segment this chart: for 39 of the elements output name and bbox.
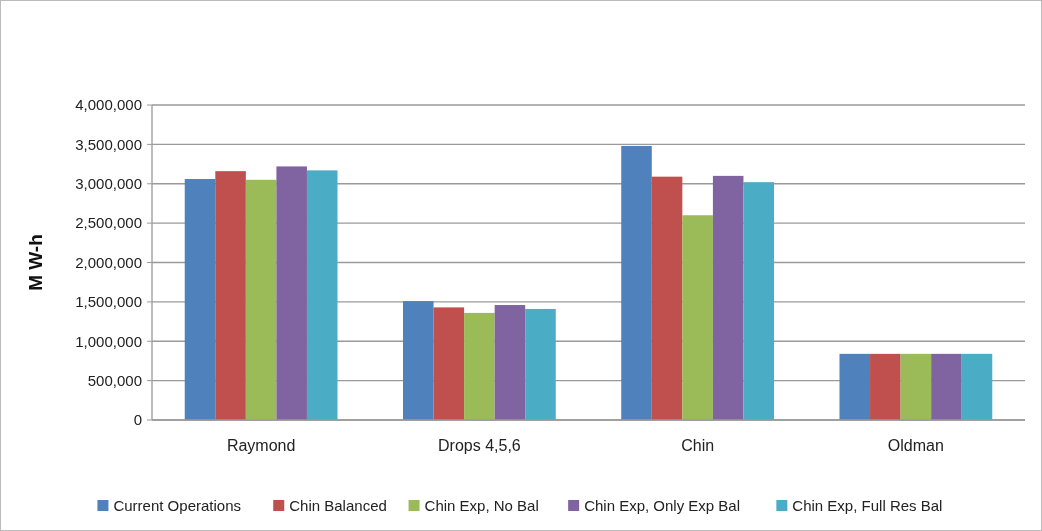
bar	[184, 179, 216, 420]
y-tick-label: 2,000,000	[75, 253, 142, 271]
bar	[900, 353, 932, 420]
bar	[464, 312, 495, 420]
y-tick-label: 2,500,000	[75, 214, 142, 232]
legend-label: Current Operations	[113, 497, 242, 515]
bar	[525, 308, 556, 420]
y-tick-label: 1,500,000	[75, 293, 142, 311]
y-tick-label: 3,500,000	[75, 135, 142, 153]
legend-label: Chin Balanced	[289, 497, 387, 515]
x-tick-label: Chin	[681, 437, 715, 454]
y-tick-label: 0	[133, 411, 142, 429]
bar	[494, 305, 526, 420]
bar	[712, 175, 744, 420]
bar	[306, 170, 338, 420]
bar	[276, 166, 307, 420]
legend-label: Chin Exp, Full Res Bal	[792, 497, 943, 515]
bar	[870, 353, 901, 420]
bar	[931, 353, 962, 420]
bar	[245, 179, 277, 420]
bar	[839, 353, 871, 420]
legend-label: Chin Exp, No Bal	[424, 497, 539, 515]
x-tick-label: Oldman	[887, 437, 944, 454]
bar	[961, 353, 993, 420]
y-tick-label: 3,000,000	[75, 175, 142, 192]
y-axis-title: M W-h	[25, 234, 46, 291]
bar	[651, 176, 683, 420]
bar	[682, 215, 713, 420]
x-tick-label: Drops 4,5,6	[438, 437, 521, 454]
y-tick-label: 1,000,000	[75, 332, 142, 350]
bar	[402, 301, 434, 420]
y-tick-label: 4,000,000	[75, 96, 142, 114]
legend-label: Chin Exp, Only Exp Bal	[584, 497, 741, 515]
bar	[621, 145, 652, 420]
y-tick-label: 500,000	[87, 371, 142, 389]
bar	[215, 171, 246, 420]
bar	[433, 307, 465, 420]
bar	[743, 182, 775, 420]
x-tick-label: Raymond	[226, 437, 296, 454]
